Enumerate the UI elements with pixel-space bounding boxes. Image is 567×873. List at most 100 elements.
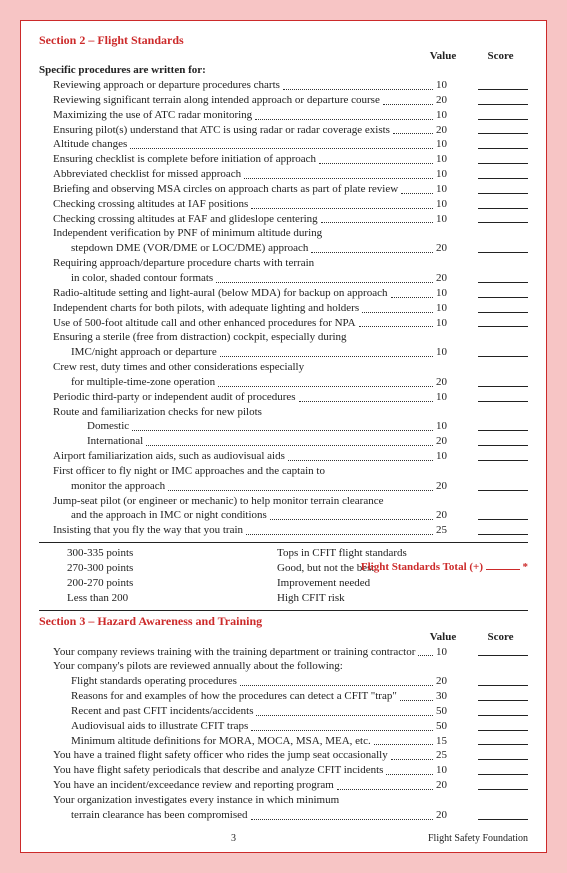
score-blank[interactable] — [478, 89, 528, 90]
item-row: Ensuring checklist is complete before in… — [39, 152, 528, 167]
score-blank[interactable] — [478, 119, 528, 120]
total-asterisk: * — [523, 561, 529, 573]
item-value: 10 — [436, 449, 464, 464]
item-label: Reviewing significant terrain along inte… — [39, 93, 380, 108]
item-row: Your company reviews training with the t… — [39, 645, 528, 660]
score-blank[interactable] — [478, 133, 528, 134]
item-value: 10 — [436, 108, 464, 123]
item-row: Reviewing approach or departure procedur… — [39, 78, 528, 93]
item-row: Ensuring pilot(s) understand that ATC is… — [39, 123, 528, 138]
leader-dots — [391, 759, 433, 760]
score-blank[interactable] — [478, 744, 528, 745]
score-blank[interactable] — [478, 655, 528, 656]
item-value: 20 — [436, 123, 464, 138]
leader-dots — [337, 789, 433, 790]
score-blank[interactable] — [478, 148, 528, 149]
item-row: Insisting that you fly the way that you … — [39, 523, 528, 538]
item-label: Audiovisual aids to illustrate CFIT trap… — [39, 719, 248, 734]
item-label: Ensuring a sterile (free from distractio… — [39, 330, 347, 345]
score-blank[interactable] — [478, 178, 528, 179]
score-blank[interactable] — [478, 163, 528, 164]
section2-subhead: Specific procedures are written for: — [39, 64, 528, 76]
item-row: International20 — [39, 434, 528, 449]
leader-dots — [240, 685, 433, 686]
rating-block: 300-335 points270-300 points200-270 poin… — [39, 546, 528, 605]
item-value: 10 — [436, 212, 464, 227]
item-row: terrain clearance has been compromised20 — [39, 808, 528, 823]
score-blank[interactable] — [478, 759, 528, 760]
score-blank[interactable] — [478, 700, 528, 701]
item-cont: for multiple-time-zone operation — [39, 375, 215, 390]
leader-dots — [246, 534, 433, 535]
total-blank[interactable] — [486, 569, 520, 570]
leader-dots — [255, 119, 433, 120]
score-blank[interactable] — [478, 222, 528, 223]
item-label: Ensuring pilot(s) understand that ATC is… — [39, 123, 390, 138]
item-label: Abbreviated checklist for missed approac… — [39, 167, 241, 182]
score-blank[interactable] — [478, 326, 528, 327]
score-blank[interactable] — [478, 356, 528, 357]
item-label: Maximizing the use of ATC radar monitori… — [39, 108, 252, 123]
score-blank[interactable] — [478, 430, 528, 431]
item-row: Audiovisual aids to illustrate CFIT trap… — [39, 719, 528, 734]
item-value: 20 — [436, 271, 464, 286]
leader-dots — [146, 445, 433, 446]
item-cont: in color, shaded contour formats — [39, 271, 213, 286]
item-row: Reasons for and examples of how the proc… — [39, 689, 528, 704]
item-value: 50 — [436, 719, 464, 734]
score-blank[interactable] — [478, 104, 528, 105]
score-blank[interactable] — [478, 386, 528, 387]
header-value: Value — [413, 631, 473, 643]
total-label: Flight Standards Total (+) — [361, 561, 483, 573]
score-blank[interactable] — [478, 789, 528, 790]
leader-dots — [256, 715, 433, 716]
item-label: Reasons for and examples of how the proc… — [39, 689, 397, 704]
score-blank[interactable] — [478, 312, 528, 313]
score-blank[interactable] — [478, 297, 528, 298]
score-blank[interactable] — [478, 519, 528, 520]
item-label: First officer to fly night or IMC approa… — [39, 464, 325, 479]
item-row: Jump-seat pilot (or engineer or mechanic… — [39, 494, 528, 509]
score-blank[interactable] — [478, 460, 528, 461]
score-blank[interactable] — [478, 774, 528, 775]
score-blank[interactable] — [478, 401, 528, 402]
section2-title: Section 2 – Flight Standards — [39, 33, 528, 48]
flight-standards-total: Flight Standards Total (+) * — [361, 560, 528, 575]
item-row: Checking crossing altitudes at IAF posit… — [39, 197, 528, 212]
score-blank[interactable] — [478, 730, 528, 731]
score-blank[interactable] — [478, 193, 528, 194]
score-blank[interactable] — [478, 685, 528, 686]
leader-dots — [168, 490, 433, 491]
page-number: 3 — [231, 833, 236, 844]
section2-headers: Value Score — [39, 50, 528, 62]
rating-range: 200-270 points — [67, 576, 277, 591]
leader-dots — [299, 401, 433, 402]
item-value: 20 — [436, 778, 464, 793]
leader-dots — [270, 519, 433, 520]
leader-dots — [400, 700, 433, 701]
leader-dots — [393, 133, 433, 134]
score-blank[interactable] — [478, 208, 528, 209]
score-blank[interactable] — [478, 819, 528, 820]
rating-ranges: 300-335 points270-300 points200-270 poin… — [39, 546, 277, 605]
item-row: in color, shaded contour formats 20 — [39, 271, 528, 286]
score-blank[interactable] — [478, 282, 528, 283]
score-blank[interactable] — [478, 534, 528, 535]
item-cont: IMC/night approach or departure — [39, 345, 217, 360]
leader-dots — [362, 312, 433, 313]
item-row: Airport familiarization aids, such as au… — [39, 449, 528, 464]
item-value: 10 — [436, 301, 464, 316]
item-label: Checking crossing altitudes at FAF and g… — [39, 212, 318, 227]
item-label: Your company's pilots are reviewed annua… — [39, 659, 343, 674]
score-blank[interactable] — [478, 490, 528, 491]
score-blank[interactable] — [478, 252, 528, 253]
score-blank[interactable] — [478, 445, 528, 446]
item-row: Ensuring a sterile (free from distractio… — [39, 330, 528, 345]
header-value: Value — [413, 50, 473, 62]
leader-dots — [288, 460, 433, 461]
item-label: Domestic — [39, 419, 129, 434]
item-cont: stepdown DME (VOR/DME or LOC/DME) approa… — [39, 241, 308, 256]
item-label: Independent charts for both pilots, with… — [39, 301, 359, 316]
item-label: You have a trained flight safety officer… — [39, 748, 388, 763]
score-blank[interactable] — [478, 715, 528, 716]
